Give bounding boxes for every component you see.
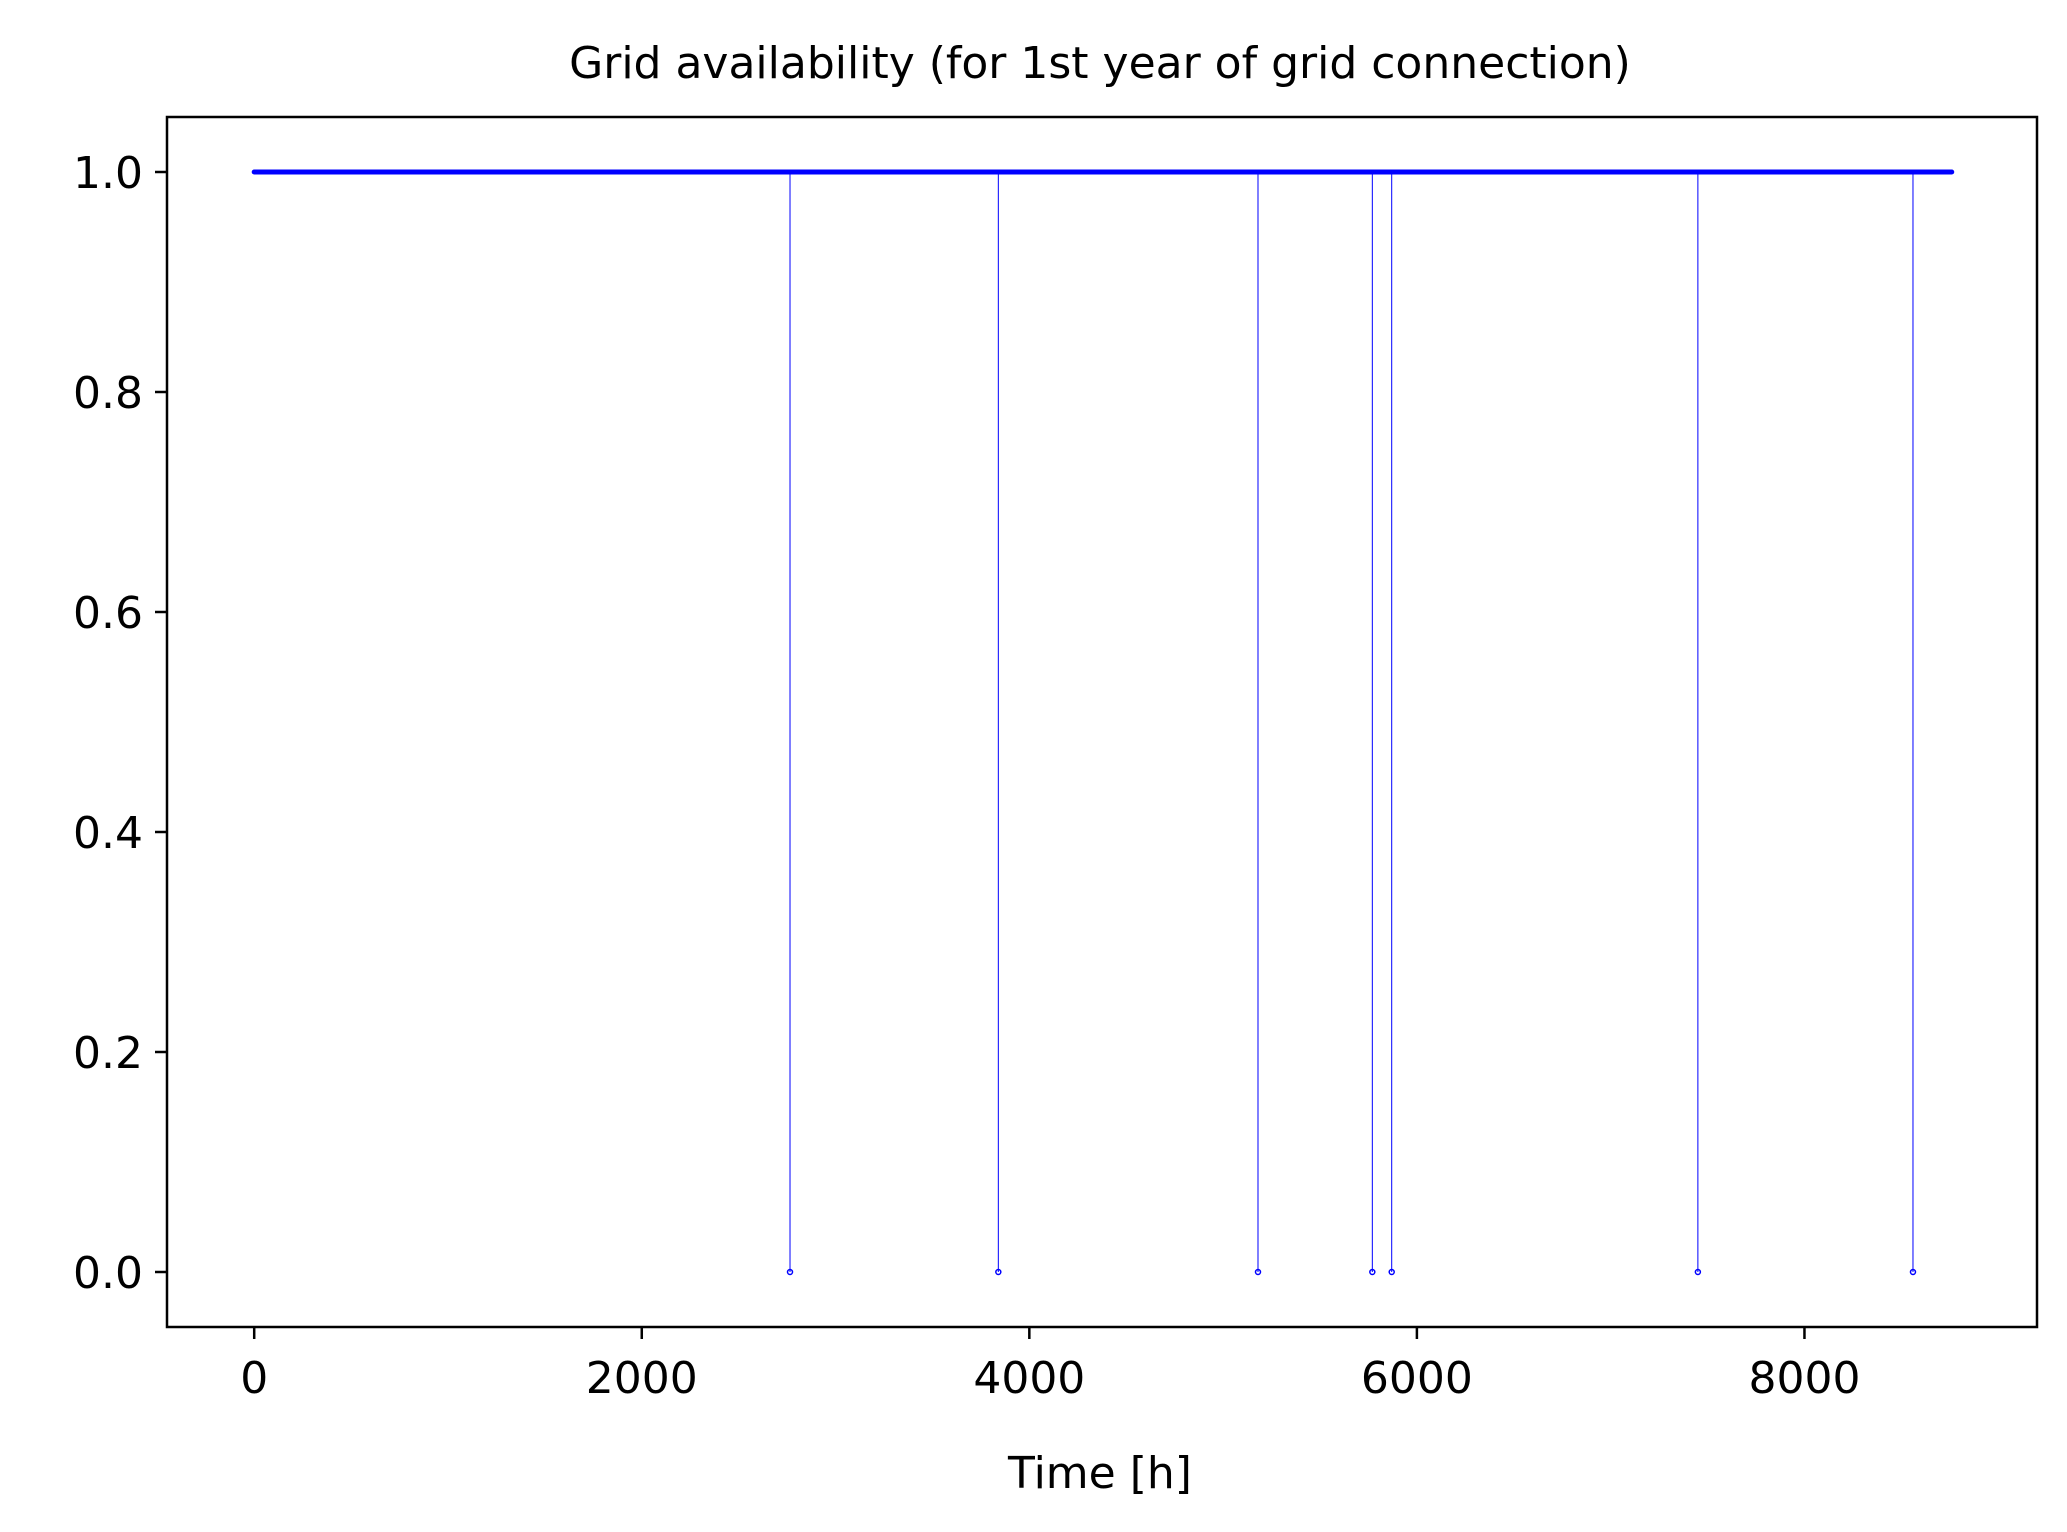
- data-point-outage-4: [1369, 1268, 1376, 1276]
- data-point-outage-2: [995, 1268, 1002, 1276]
- chart-title: Grid availability (for 1st year of grid …: [569, 38, 1631, 89]
- x-tick-label: 0: [240, 1353, 268, 1404]
- x-tick-label: 6000: [1361, 1353, 1473, 1404]
- data-point-outage-3: [1254, 1268, 1262, 1276]
- data-point-outage-7: [1909, 1268, 1917, 1276]
- y-tick-label: 0.6: [73, 588, 143, 639]
- axes: 0 2000 4000 6000 8000 0.0 0.2 0.4 0.6 0.8 1.0: [73, 115, 2039, 1404]
- axes-frame: [165, 115, 2039, 1329]
- y-tick-label: 0.0: [73, 1248, 143, 1299]
- x-tick-label: 4000: [973, 1353, 1085, 1404]
- data-point-outage-6: [1694, 1268, 1702, 1276]
- plot-background: [167, 117, 2037, 1327]
- x-tick-label: 8000: [1748, 1353, 1860, 1404]
- plot-area: [167, 117, 2037, 1327]
- y-tick-label: 1.0: [73, 148, 143, 199]
- y-tick-label: 0.8: [73, 368, 143, 419]
- data-point-outage-1: [786, 1268, 794, 1276]
- y-tick-label: 0.4: [73, 808, 143, 859]
- data-point-outage-5: [1388, 1268, 1395, 1276]
- y-tick-label: 0.2: [73, 1028, 143, 1079]
- x-axis-title: Time [h]: [1007, 1448, 1192, 1499]
- x-tick-label: 2000: [586, 1353, 698, 1404]
